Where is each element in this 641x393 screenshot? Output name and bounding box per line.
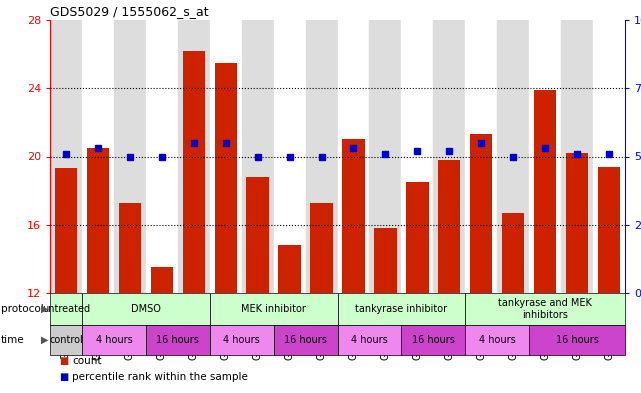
Bar xyxy=(82,325,146,355)
Bar xyxy=(310,202,333,293)
Bar xyxy=(566,153,588,293)
Text: GDS5029 / 1555062_s_at: GDS5029 / 1555062_s_at xyxy=(50,5,208,18)
Bar xyxy=(465,20,497,293)
Text: protocol: protocol xyxy=(1,304,44,314)
Bar xyxy=(598,167,620,293)
Bar xyxy=(465,325,529,355)
Bar xyxy=(338,293,465,325)
Bar xyxy=(497,20,529,293)
Text: 4 hours: 4 hours xyxy=(351,335,388,345)
Bar xyxy=(178,20,210,293)
Text: tankyrase inhibitor: tankyrase inhibitor xyxy=(355,304,447,314)
Text: percentile rank within the sample: percentile rank within the sample xyxy=(72,372,248,382)
Bar xyxy=(146,325,210,355)
Bar xyxy=(561,20,593,293)
Bar xyxy=(210,325,274,355)
Bar xyxy=(242,20,274,293)
Bar xyxy=(210,20,242,293)
Bar xyxy=(401,20,433,293)
Bar xyxy=(87,148,109,293)
Bar xyxy=(54,169,77,293)
Bar xyxy=(119,202,141,293)
Text: ▶: ▶ xyxy=(40,335,48,345)
Bar xyxy=(146,20,178,293)
Text: tankyrase and MEK
inhibitors: tankyrase and MEK inhibitors xyxy=(498,298,592,320)
Text: ■: ■ xyxy=(60,356,69,366)
Bar xyxy=(82,293,210,325)
Bar xyxy=(470,134,492,293)
Bar xyxy=(534,90,556,293)
Bar xyxy=(50,293,82,325)
Bar xyxy=(529,20,561,293)
Bar xyxy=(306,20,338,293)
Bar xyxy=(50,20,82,293)
Bar xyxy=(183,51,205,293)
Text: untreated: untreated xyxy=(42,304,90,314)
Bar xyxy=(438,160,460,293)
Bar xyxy=(406,182,429,293)
Text: 4 hours: 4 hours xyxy=(479,335,515,345)
Text: 4 hours: 4 hours xyxy=(96,335,132,345)
Bar xyxy=(342,140,365,293)
Bar xyxy=(246,177,269,293)
Bar xyxy=(82,20,114,293)
Bar xyxy=(210,293,338,325)
Text: 16 hours: 16 hours xyxy=(284,335,327,345)
Bar xyxy=(433,20,465,293)
Bar xyxy=(529,325,625,355)
Text: MEK inhibitor: MEK inhibitor xyxy=(241,304,306,314)
Bar xyxy=(374,228,397,293)
Bar xyxy=(274,20,306,293)
Bar xyxy=(593,20,625,293)
Bar xyxy=(50,325,82,355)
Bar xyxy=(401,325,465,355)
Bar xyxy=(369,20,401,293)
Text: ▶: ▶ xyxy=(40,304,48,314)
Text: time: time xyxy=(1,335,24,345)
Bar xyxy=(151,267,173,293)
Bar xyxy=(502,213,524,293)
Text: 16 hours: 16 hours xyxy=(412,335,454,345)
Bar xyxy=(338,20,369,293)
Bar xyxy=(465,293,625,325)
Text: 16 hours: 16 hours xyxy=(556,335,599,345)
Text: ■: ■ xyxy=(60,372,69,382)
Bar xyxy=(274,325,338,355)
Bar xyxy=(338,325,401,355)
Text: 16 hours: 16 hours xyxy=(156,335,199,345)
Text: DMSO: DMSO xyxy=(131,304,161,314)
Bar xyxy=(114,20,146,293)
Bar xyxy=(278,245,301,293)
Text: 4 hours: 4 hours xyxy=(223,335,260,345)
Text: count: count xyxy=(72,356,102,366)
Bar xyxy=(215,62,237,293)
Text: control: control xyxy=(49,335,83,345)
